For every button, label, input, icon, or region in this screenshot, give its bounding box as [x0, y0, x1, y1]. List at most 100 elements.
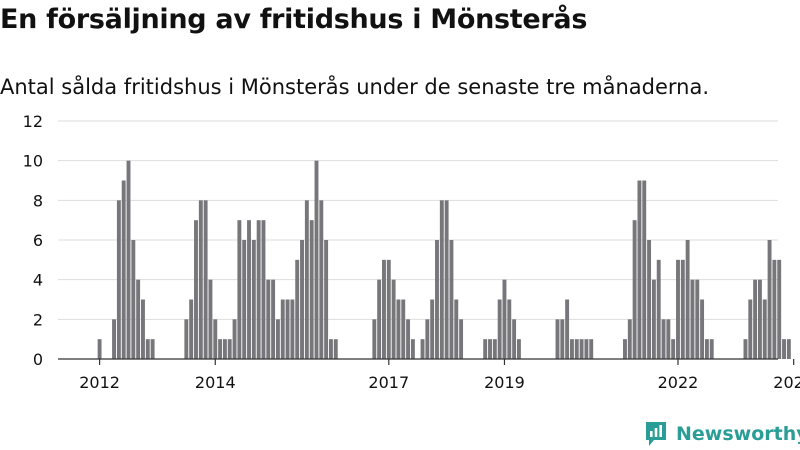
x-tick-label: 2024: [773, 373, 800, 392]
bar: [512, 319, 517, 359]
bar: [555, 319, 560, 359]
bar: [145, 339, 150, 359]
bar: [444, 200, 449, 359]
bar: [574, 339, 579, 359]
bar: [372, 319, 377, 359]
bar: [589, 339, 594, 359]
bar: [256, 220, 261, 359]
bar: [126, 160, 131, 359]
bar: [497, 299, 502, 359]
chart-subtitle: Antal sålda fritidshus i Mönsterås under…: [0, 75, 710, 99]
bar: [516, 339, 521, 359]
bar: [324, 240, 329, 359]
bar: [570, 339, 574, 359]
bar: [492, 339, 497, 359]
bar: [439, 200, 444, 359]
bar: [333, 339, 338, 359]
x-tick-label: 2019: [484, 373, 525, 392]
bar: [676, 259, 680, 359]
y-tick-label: 10: [23, 152, 43, 171]
bar: [275, 319, 280, 359]
y-tick-label: 8: [33, 191, 43, 210]
bar: [237, 220, 242, 359]
x-tick-label: 2012: [79, 373, 120, 392]
bar: [488, 339, 492, 359]
bar: [410, 339, 415, 359]
bar: [227, 339, 232, 359]
bar: [309, 220, 314, 359]
bar: [627, 319, 632, 359]
newsworthy-logo: Newsworthy: [644, 419, 800, 449]
chart-title: En försäljning av fritidshus i Mönsterås: [0, 4, 588, 35]
x-tick-label: 2017: [368, 373, 409, 392]
bar: [666, 319, 671, 359]
bar: [329, 339, 333, 359]
bar: [700, 299, 705, 359]
bar: [194, 220, 198, 359]
bar: [401, 299, 406, 359]
bar: [271, 279, 276, 359]
bar: [406, 319, 411, 359]
bar: [425, 319, 430, 359]
bar: [502, 279, 507, 359]
bar: [290, 299, 295, 359]
bar: [449, 240, 454, 359]
y-tick-label: 2: [33, 310, 43, 329]
bar: [507, 299, 512, 359]
bar: [377, 279, 382, 359]
bar: [767, 240, 772, 359]
x-tick-label: 2022: [658, 373, 699, 392]
bar: [695, 279, 700, 359]
newsworthy-bars-icon: [646, 422, 666, 446]
bar: [300, 240, 304, 359]
bar: [656, 259, 661, 359]
bar: [651, 279, 656, 359]
bar: [748, 299, 753, 359]
bar: [285, 299, 290, 359]
bar: [247, 220, 251, 359]
bar: [430, 299, 435, 359]
bar: [198, 200, 203, 359]
bar: [565, 299, 570, 359]
bar: [184, 319, 189, 359]
bar: [623, 339, 627, 359]
y-tick-label: 6: [33, 231, 43, 250]
bar: [242, 240, 247, 359]
bar: [661, 319, 666, 359]
bar: [757, 279, 762, 359]
bar: [435, 240, 439, 359]
bar: [116, 200, 121, 359]
bar: [295, 259, 300, 359]
bar: [685, 240, 690, 359]
bar: [704, 339, 709, 359]
bar: [772, 259, 777, 359]
bar: [189, 299, 194, 359]
bar: [647, 240, 652, 359]
brand-name: Newsworthy: [676, 423, 800, 445]
bar: [579, 339, 584, 359]
bar: [382, 259, 386, 359]
bar: [213, 319, 218, 359]
bar: [690, 279, 695, 359]
bar: [314, 160, 319, 359]
bar: [743, 339, 748, 359]
bar: [459, 319, 464, 359]
bar: [391, 279, 396, 359]
bar: [131, 240, 136, 359]
bar: [632, 220, 637, 359]
x-tick-label: 2014: [195, 373, 236, 392]
y-tick-label: 0: [33, 350, 43, 369]
bar: [218, 339, 223, 359]
bar: [386, 259, 391, 359]
bar: [762, 299, 767, 359]
bar: [560, 319, 565, 359]
bar: [251, 240, 256, 359]
y-tick-label: 12: [23, 112, 43, 131]
bar: [753, 279, 758, 359]
bar: [680, 259, 685, 359]
bar: [671, 339, 676, 359]
bar: [642, 180, 647, 359]
bar: [786, 339, 791, 359]
bar: [121, 180, 126, 359]
